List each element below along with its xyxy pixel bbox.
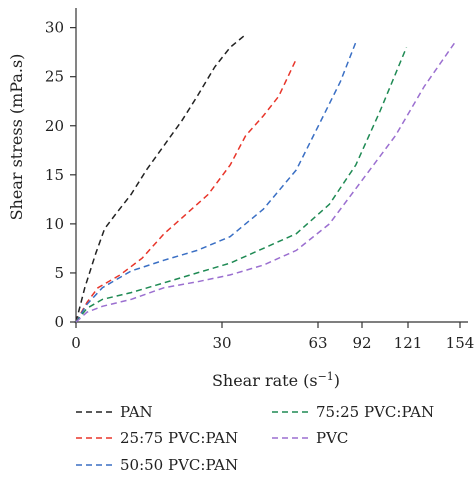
legend-label: 75:25 PVC:PAN xyxy=(316,403,434,421)
series-line-5 xyxy=(75,41,456,323)
x-tick-label: 63 xyxy=(308,334,327,352)
y-tick-label: 25 xyxy=(45,68,64,86)
axes: 0 5 10 15 20 25 30 0 30 63 92 121 154 xyxy=(45,8,474,352)
legend-item: PVC xyxy=(272,429,348,447)
y-axis-title: Shear stress (mPa.s) xyxy=(7,54,26,221)
x-axis-title-close: ) xyxy=(334,371,340,390)
x-axis-title-exponent: −1 xyxy=(318,370,334,383)
legend-item: PAN xyxy=(76,403,153,421)
x-tick-label: 30 xyxy=(212,334,231,352)
x-tick-label: 121 xyxy=(394,334,423,352)
legend-item: 75:25 PVC:PAN xyxy=(272,403,434,421)
y-tick-label: 10 xyxy=(45,215,64,233)
y-tick-label: 20 xyxy=(45,117,64,135)
legend-item: 25:75 PVC:PAN xyxy=(76,429,238,447)
legend-label: PAN xyxy=(120,403,153,421)
series-line-3 xyxy=(75,42,357,323)
series-line-1 xyxy=(75,33,247,323)
y-tick-label: 0 xyxy=(54,313,64,331)
legend-label: PVC xyxy=(316,429,348,447)
x-tick-label: 0 xyxy=(71,334,81,352)
legend: PAN 25:75 PVC:PAN 50:50 PVC:PAN 75:25 PVC:P… xyxy=(76,403,434,474)
series-line-2 xyxy=(75,58,297,323)
legend-label: 50:50 PVC:PAN xyxy=(120,456,238,474)
y-tick-label: 15 xyxy=(45,166,64,184)
legend-label: 25:75 PVC:PAN xyxy=(120,429,238,447)
x-axis-title: Shear rate (s−1) xyxy=(212,370,340,390)
y-tick-label: 5 xyxy=(54,264,64,282)
x-tick-label: 154 xyxy=(446,334,474,352)
plot-area xyxy=(75,33,456,323)
x-tick-label: 92 xyxy=(352,334,371,352)
x-axis-title-main: Shear rate (s xyxy=(212,371,318,390)
legend-item: 50:50 PVC:PAN xyxy=(76,456,238,474)
series-line-4 xyxy=(75,47,408,323)
y-tick-label: 30 xyxy=(45,19,64,37)
